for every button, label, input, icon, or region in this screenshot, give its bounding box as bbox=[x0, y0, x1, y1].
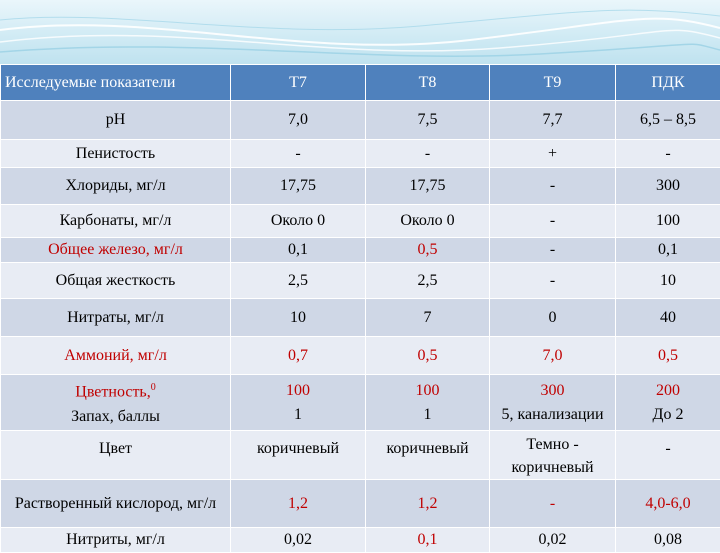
value-cell: 0,1 bbox=[366, 528, 490, 553]
value-cell: - bbox=[490, 263, 616, 299]
odor-value: 5, канализации bbox=[501, 406, 603, 423]
value-cell: Около 0 bbox=[366, 205, 490, 238]
title-banner bbox=[0, 0, 720, 64]
table-row: Общая жесткость 2,5 2,5 - 10 bbox=[1, 263, 720, 299]
parameter-cell: Нитраты, мг/л bbox=[1, 299, 231, 337]
table-row: Карбонаты, мг/л Около 0 Около 0 - 100 bbox=[1, 205, 720, 238]
value-cell: 0,5 bbox=[366, 238, 490, 263]
value-cell: 17,75 bbox=[231, 168, 366, 205]
parameter-cell: Аммоний, мг/л bbox=[1, 337, 231, 375]
header-cell: Т8 bbox=[366, 65, 490, 101]
parameter-cell: Цветность,0 Запах, баллы bbox=[1, 375, 231, 431]
value-cell: 17,75 bbox=[366, 168, 490, 205]
color-value: 100 bbox=[286, 382, 310, 399]
table-row: Цветность,0 Запах, баллы 100 1 100 1 300… bbox=[1, 375, 720, 431]
value-cell: 0,5 bbox=[366, 337, 490, 375]
value-cell: 0,1 bbox=[616, 238, 720, 263]
value-cell: Около 0 bbox=[231, 205, 366, 238]
value-cell: 200 До 2 bbox=[616, 375, 720, 431]
parameter-cell: Цвет bbox=[1, 431, 231, 480]
header-cell: ПДК bbox=[616, 65, 720, 101]
header-cell: Т9 bbox=[490, 65, 616, 101]
value-cell: 6,5 – 8,5 bbox=[616, 101, 720, 140]
value-cell: коричневый bbox=[366, 431, 490, 480]
parameter-cell: Нитриты, мг/л bbox=[1, 528, 231, 553]
value-cell: коричневый bbox=[231, 431, 366, 480]
value-cell: 0 bbox=[490, 299, 616, 337]
value-cell: - bbox=[616, 140, 720, 168]
value-cell: + bbox=[490, 140, 616, 168]
value-cell: - bbox=[366, 140, 490, 168]
value-cell: 300 bbox=[616, 168, 720, 205]
value-cell: Темно - коричневый bbox=[490, 431, 616, 480]
parameter-cell: рН bbox=[1, 101, 231, 140]
parameter-cell: Карбонаты, мг/л bbox=[1, 205, 231, 238]
table-row: Растворенный кислород, мг/л 1,2 1,2 - 4,… bbox=[1, 480, 720, 528]
color-label: Цветность, bbox=[75, 384, 150, 401]
odor-value: 1 bbox=[294, 406, 302, 423]
value-cell: 40 bbox=[616, 299, 720, 337]
value-cell: - bbox=[490, 205, 616, 238]
table-row: Нитраты, мг/л 10 7 0 40 bbox=[1, 299, 720, 337]
value-cell: 7 bbox=[366, 299, 490, 337]
color-value: 100 bbox=[416, 382, 440, 399]
value-cell: 2,5 bbox=[231, 263, 366, 299]
parameter-cell: Пенистость bbox=[1, 140, 231, 168]
value-cell: 100 1 bbox=[231, 375, 366, 431]
value-cell: 10 bbox=[616, 263, 720, 299]
parameter-cell: Растворенный кислород, мг/л bbox=[1, 480, 231, 528]
value-cell: - bbox=[231, 140, 366, 168]
value-cell: 7,5 bbox=[366, 101, 490, 140]
value-cell: 7,0 bbox=[490, 337, 616, 375]
header-cell: Исследуемые показатели bbox=[1, 65, 231, 101]
odor-value: До 2 bbox=[653, 406, 684, 423]
table-row: Хлориды, мг/л 17,75 17,75 - 300 bbox=[1, 168, 720, 205]
parameter-cell: Хлориды, мг/л bbox=[1, 168, 231, 205]
table-row: Пенистость - - + - bbox=[1, 140, 720, 168]
parameter-cell: Общее железо, мг/л bbox=[1, 238, 231, 263]
value-cell: 100 1 bbox=[366, 375, 490, 431]
table-row: Общее железо, мг/л 0,1 0,5 - 0,1 bbox=[1, 238, 720, 263]
color-value: 300 bbox=[541, 382, 565, 399]
degree-superscript: 0 bbox=[151, 382, 156, 393]
parameter-cell: Общая жесткость bbox=[1, 263, 231, 299]
value-cell: 100 bbox=[616, 205, 720, 238]
table-row: Цвет коричневый коричневый Темно - корич… bbox=[1, 431, 720, 480]
value-cell: 4,0-6,0 bbox=[616, 480, 720, 528]
value-cell: 7,0 bbox=[231, 101, 366, 140]
value-cell: - bbox=[490, 480, 616, 528]
value-cell: 2,5 bbox=[366, 263, 490, 299]
color-value: 200 bbox=[656, 382, 680, 399]
value-cell: 0,02 bbox=[490, 528, 616, 553]
table-row: Нитриты, мг/л 0,02 0,1 0,02 0,08 bbox=[1, 528, 720, 553]
value-cell: 7,7 bbox=[490, 101, 616, 140]
value-cell: 300 5, канализации bbox=[490, 375, 616, 431]
table-row: рН 7,0 7,5 7,7 6,5 – 8,5 bbox=[1, 101, 720, 140]
value-cell: 1,2 bbox=[366, 480, 490, 528]
odor-label: Запах, баллы bbox=[71, 408, 160, 425]
value-cell: 0,08 bbox=[616, 528, 720, 553]
decorative-waves bbox=[0, 0, 720, 64]
value-cell: - bbox=[490, 168, 616, 205]
value-cell: 0,02 bbox=[231, 528, 366, 553]
water-quality-table: Исследуемые показатели Т7 Т8 Т9 ПДК рН 7… bbox=[0, 64, 720, 553]
value-cell: 10 bbox=[231, 299, 366, 337]
value-cell: - bbox=[616, 431, 720, 480]
value-cell: 0,7 bbox=[231, 337, 366, 375]
value-cell: 0,5 bbox=[616, 337, 720, 375]
odor-value: 1 bbox=[424, 406, 432, 423]
value-cell: 1,2 bbox=[231, 480, 366, 528]
value-cell: - bbox=[490, 238, 616, 263]
header-cell: Т7 bbox=[231, 65, 366, 101]
value-cell: 0,1 bbox=[231, 238, 366, 263]
table-header-row: Исследуемые показатели Т7 Т8 Т9 ПДК bbox=[1, 65, 720, 101]
table-row: Аммоний, мг/л 0,7 0,5 7,0 0,5 bbox=[1, 337, 720, 375]
